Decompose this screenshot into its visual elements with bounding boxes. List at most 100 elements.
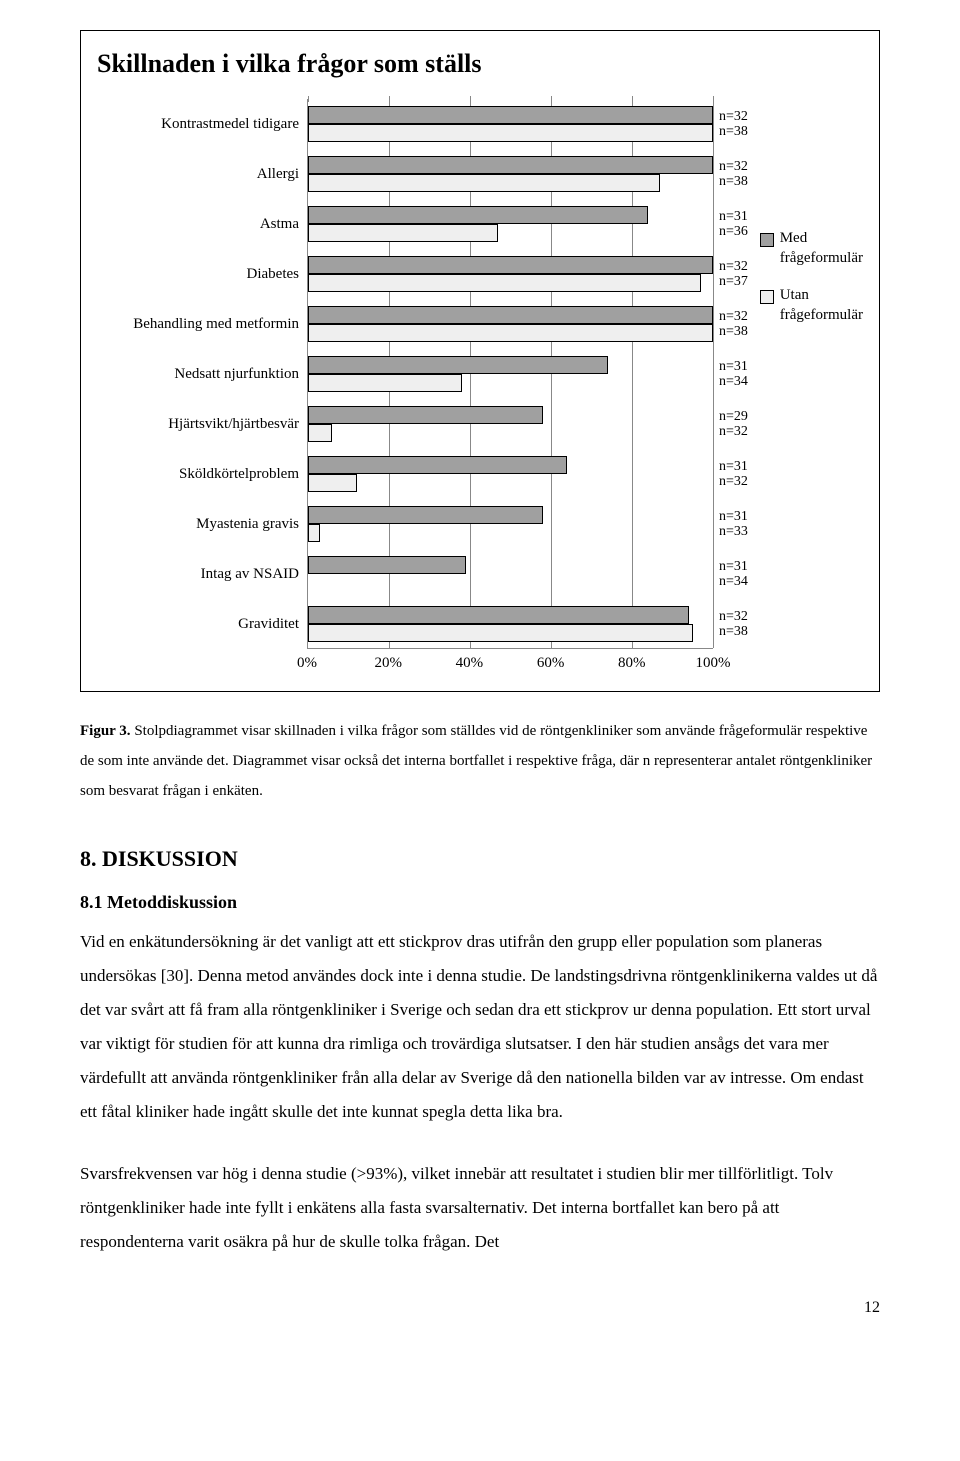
figure-caption: Figur 3. Stolpdiagrammet visar skillnade…: [80, 716, 880, 806]
bar: [308, 356, 608, 374]
n-label: n=38: [719, 324, 760, 339]
bar: [308, 506, 543, 524]
legend-entry: Utan frågeformulär: [760, 286, 863, 325]
bar-group: [308, 449, 713, 499]
n-label: n=38: [719, 124, 760, 139]
n-label: n=37: [719, 274, 760, 289]
category-label: Allergi: [97, 149, 307, 199]
n-label-cell: n=31n=34: [719, 549, 760, 599]
bar: [308, 124, 713, 142]
n-label-cell: n=32n=38: [719, 149, 760, 199]
n-label: n=32: [719, 474, 760, 489]
plot-area: [307, 99, 713, 649]
category-label: Astma: [97, 199, 307, 249]
n-label: n=31: [719, 509, 760, 524]
caption-text: Stolpdiagrammet visar skillnaden i vilka…: [80, 723, 872, 799]
bar: [308, 156, 713, 174]
plot-wrap: 0%20%40%60%80%100%: [307, 99, 713, 677]
bar: [308, 106, 713, 124]
n-label: n=38: [719, 174, 760, 189]
x-tick-label: 80%: [618, 655, 646, 672]
subsection-heading: 8.1 Metoddiskussion: [80, 892, 880, 913]
legend: Med frågeformulär Utan frågeformulär: [760, 99, 863, 677]
bar: [308, 374, 462, 392]
chart-body: Kontrastmedel tidigareAllergiAstmaDiabet…: [97, 99, 863, 677]
body-paragraph-2: Svarsfrekvensen var hög i denna studie (…: [80, 1157, 880, 1259]
bar-group: [308, 149, 713, 199]
n-label-cell: n=32n=38: [719, 599, 760, 649]
category-label: Behandling med metformin: [97, 299, 307, 349]
bar: [308, 256, 713, 274]
bar-group: [308, 599, 713, 649]
category-label: Nedsatt njurfunktion: [97, 349, 307, 399]
x-axis: 0%20%40%60%80%100%: [307, 649, 713, 677]
category-label: Sköldkörtelproblem: [97, 449, 307, 499]
n-label-cell: n=29n=32: [719, 399, 760, 449]
n-label: n=34: [719, 374, 760, 389]
bar: [308, 474, 357, 492]
n-label: n=33: [719, 524, 760, 539]
n-label: n=31: [719, 559, 760, 574]
x-tick-label: 60%: [537, 655, 565, 672]
bar-group: [308, 549, 713, 599]
bar: [308, 456, 567, 474]
bar: [308, 206, 648, 224]
bar-group: [308, 349, 713, 399]
category-label: Hjärtsvikt/hjärtbesvär: [97, 399, 307, 449]
bar: [308, 556, 466, 574]
bar: [308, 406, 543, 424]
grid-line: [713, 99, 714, 648]
category-labels: Kontrastmedel tidigareAllergiAstmaDiabet…: [97, 99, 307, 677]
bar-group: [308, 499, 713, 549]
bar: [308, 424, 332, 442]
bar-group: [308, 99, 713, 149]
n-label-cell: n=31n=33: [719, 499, 760, 549]
section-heading: 8. DISKUSSION: [80, 846, 880, 872]
n-label: n=38: [719, 624, 760, 639]
category-label: Intag av NSAID: [97, 549, 307, 599]
n-label-cell: n=32n=38: [719, 299, 760, 349]
bar: [308, 606, 689, 624]
n-labels-column: n=32n=38n=32n=38n=31n=36n=32n=37n=32n=38…: [713, 99, 760, 677]
bar-group: [308, 199, 713, 249]
n-label: n=32: [719, 159, 760, 174]
n-label: n=34: [719, 574, 760, 589]
bar: [308, 624, 693, 642]
chart-container: Skillnaden i vilka frågor som ställs Kon…: [80, 30, 880, 692]
category-label: Kontrastmedel tidigare: [97, 99, 307, 149]
bar-group: [308, 399, 713, 449]
bar-group: [308, 299, 713, 349]
legend-entry: Med frågeformulär: [760, 229, 863, 268]
body-paragraph-1: Vid en enkätundersökning är det vanligt …: [80, 925, 880, 1129]
n-label: n=36: [719, 224, 760, 239]
legend-swatch: [760, 233, 774, 247]
bars-container: [308, 99, 713, 649]
axis-tick: [713, 96, 714, 102]
x-tick-label: 0%: [297, 655, 317, 672]
n-label: n=32: [719, 259, 760, 274]
page-number: 12: [864, 1299, 880, 1317]
x-tick-label: 40%: [456, 655, 484, 672]
bar: [308, 306, 713, 324]
n-label-cell: n=31n=34: [719, 349, 760, 399]
right-column: n=32n=38n=32n=38n=31n=36n=32n=37n=32n=38…: [713, 99, 863, 677]
caption-label: Figur 3.: [80, 723, 131, 739]
n-label: n=29: [719, 409, 760, 424]
bar: [308, 324, 713, 342]
n-label: n=31: [719, 459, 760, 474]
n-label: n=32: [719, 309, 760, 324]
n-label: n=31: [719, 209, 760, 224]
n-label: n=31: [719, 359, 760, 374]
x-tick-label: 100%: [696, 655, 731, 672]
category-label: Graviditet: [97, 599, 307, 649]
n-label-cell: n=31n=36: [719, 199, 760, 249]
n-label: n=32: [719, 109, 760, 124]
bar-group: [308, 249, 713, 299]
x-tick-label: 20%: [374, 655, 402, 672]
category-label: Myastenia gravis: [97, 499, 307, 549]
legend-swatch: [760, 290, 774, 304]
bar: [308, 224, 498, 242]
chart-title: Skillnaden i vilka frågor som ställs: [97, 49, 863, 79]
n-label: n=32: [719, 424, 760, 439]
n-label-cell: n=31n=32: [719, 449, 760, 499]
